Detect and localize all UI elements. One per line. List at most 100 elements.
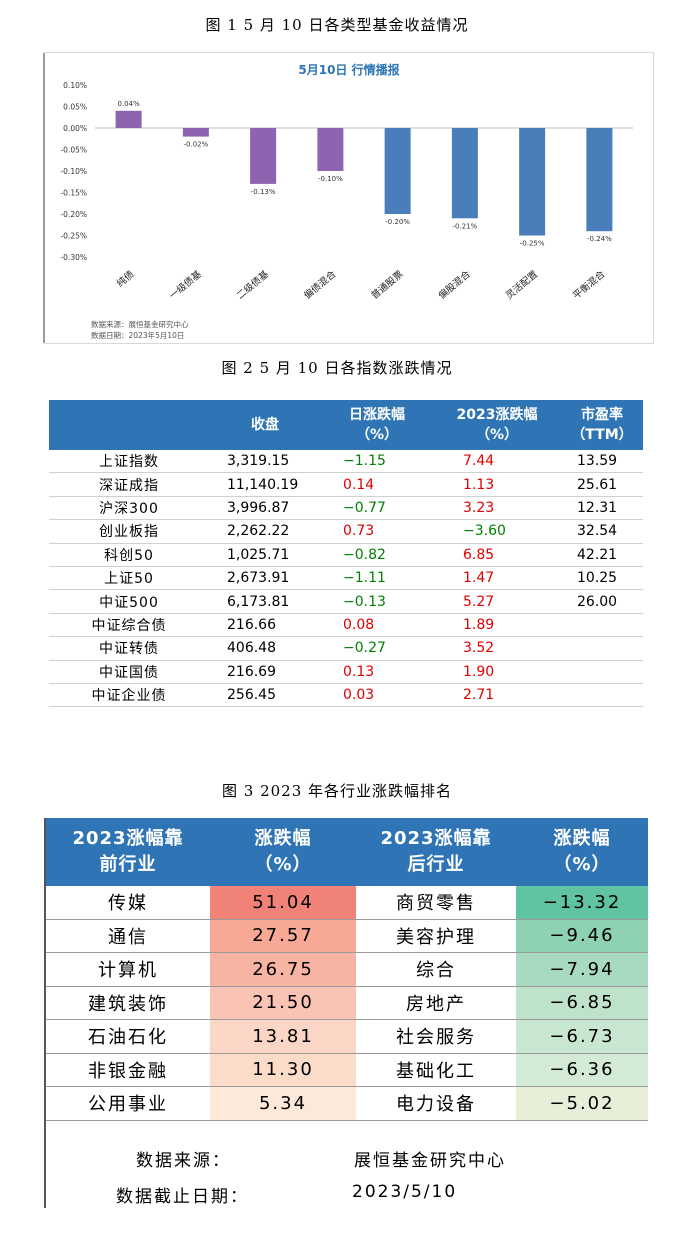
date-label: 数据截止日期：: [116, 1187, 249, 1207]
x-tick-label: 普通股票: [369, 268, 406, 302]
source-label: 数据来源：: [136, 1151, 231, 1171]
industry-change: 5.34: [210, 1086, 356, 1121]
index-value: 0.13: [321, 660, 433, 684]
index-value: 1.13: [433, 472, 561, 497]
bar: [115, 110, 142, 128]
bar: [250, 128, 277, 184]
table3-header-cell: 2023涨幅靠 后行业: [356, 818, 516, 886]
y-tick-label: -0.30%: [60, 253, 87, 262]
industry-name: 计算机: [46, 952, 210, 987]
index-value: 10.25: [561, 566, 643, 591]
index-table: 收盘 日涨跌幅 （%） 2023涨跌幅 （%） 市盈率 （TTM） 上证指数 3,319.15…: [49, 400, 643, 708]
industry-name: 公用事业: [46, 1086, 210, 1121]
bar: [586, 128, 613, 232]
industry-change: 11.30: [210, 1053, 356, 1087]
x-tick-label: 灵活配置: [503, 268, 540, 302]
y-tick-label: 0.10%: [63, 81, 87, 90]
x-tick-label: 平衡混合: [570, 268, 607, 302]
x-tick-label: 二级债基: [234, 268, 271, 302]
industry-change: −6.73: [516, 1019, 648, 1054]
index-value: 0.73: [321, 519, 433, 544]
index-value: 1.47: [433, 566, 561, 591]
table2-header-cell: 市盈率 （TTM）: [561, 400, 643, 450]
source-value: 展恒基金研究中心: [354, 1151, 506, 1171]
index-value: 0.08: [321, 613, 433, 638]
industry-name: 基础化工: [356, 1053, 516, 1087]
industry-change: −7.94: [516, 952, 648, 987]
index-value: [561, 636, 643, 661]
industry-name: 商贸零售: [356, 886, 516, 920]
table3-row: 公用事业 5.34 电力设备 −5.02: [46, 1086, 648, 1121]
table2-row: 中证国债 216.69 0.13 1.90: [49, 660, 643, 684]
index-value: [561, 660, 643, 684]
table3-header-cell: 涨跌幅 （%）: [516, 818, 648, 886]
table2-row: 沪深300 3,996.87 −0.77 3.23 12.31: [49, 496, 643, 521]
index-value: 3.23: [433, 496, 561, 521]
industry-name: 社会服务: [356, 1019, 516, 1054]
industry-change: 27.57: [210, 919, 356, 953]
index-name: 深证成指: [49, 472, 209, 497]
index-name: 中证500: [49, 589, 209, 614]
industry-name: 美容护理: [356, 919, 516, 953]
y-tick-label: -0.10%: [60, 167, 87, 176]
index-value: 256.45: [209, 683, 321, 708]
industry-name: 综合: [356, 952, 516, 987]
table2-row: 上证指数 3,319.15 −1.15 7.44 13.59: [49, 450, 643, 474]
index-name: 上证50: [49, 566, 209, 591]
industry-ranking: 2023涨幅靠 前行业 涨跌幅 （%） 2023涨幅靠 后行业 涨跌幅 （%） 传媒 51.04…: [44, 818, 648, 1208]
index-value: 216.66: [209, 613, 321, 638]
chart-left-border: [43, 53, 45, 343]
bar: [182, 128, 209, 137]
index-value: −0.82: [321, 543, 433, 567]
index-value: −0.77: [321, 496, 433, 521]
data-label: -0.02%: [183, 141, 208, 149]
table2-row: 上证50 2,673.91 −1.11 1.47 10.25: [49, 566, 643, 591]
industry-change: 21.50: [210, 986, 356, 1020]
x-tick-label: 一级债基: [167, 268, 204, 302]
bar-chart-svg: 0.10% 0.05% 0.00% -0.05% -0.10% -0.15% -0.20% -…: [60, 81, 633, 302]
industry-change: 26.75: [210, 952, 356, 987]
industry-name: 通信: [46, 919, 210, 953]
x-tick-label: 偏债混合: [301, 268, 338, 302]
table2-row: 中证企业债 256.45 0.03 2.71: [49, 683, 643, 708]
table3-row: 传媒 51.04 商贸零售 −13.32: [46, 886, 648, 920]
index-name: 创业板指: [49, 519, 209, 544]
bar: [384, 128, 411, 214]
table2-row: 深证成指 11,140.19 0.14 1.13 25.61: [49, 472, 643, 497]
industry-change: 51.04: [210, 886, 356, 920]
industry-change: 13.81: [210, 1019, 356, 1054]
index-value: 13.59: [561, 450, 643, 474]
index-value: 2.71: [433, 683, 561, 708]
ranking-left-border: [44, 818, 46, 1208]
date-value: 2023/5/10: [352, 1182, 458, 1202]
index-value: 7.44: [433, 450, 561, 474]
figure2-caption: 图 2 5 月 10 日各指数涨跌情况: [221, 359, 453, 377]
bar: [451, 128, 478, 219]
index-value: 12.31: [561, 496, 643, 521]
index-value: 3,996.87: [209, 496, 321, 521]
chart-date: 数据日期：2023年5月10日: [91, 331, 185, 340]
index-value: 3.52: [433, 636, 561, 661]
index-value: 25.61: [561, 472, 643, 497]
index-value: 11,140.19: [209, 472, 321, 497]
index-value: 32.54: [561, 519, 643, 544]
index-name: 中证转债: [49, 636, 209, 661]
table3-header-cell: 涨跌幅 （%）: [210, 818, 356, 886]
table2-row: 中证500 6,173.81 −0.13 5.27 26.00: [49, 589, 643, 614]
table2-row: 创业板指 2,262.22 0.73 −3.60 32.54: [49, 519, 643, 544]
table2-header-cell: 日涨跌幅 （%）: [321, 400, 433, 450]
index-value: −0.13: [321, 589, 433, 614]
industry-change: −9.46: [516, 919, 648, 953]
industry-change: −6.36: [516, 1053, 648, 1087]
y-tick-label: -0.25%: [60, 232, 87, 241]
table3-row: 石油石化 13.81 社会服务 −6.73: [46, 1019, 648, 1054]
x-tick-label: 偏股混合: [436, 268, 473, 302]
index-value: 42.21: [561, 543, 643, 567]
table3-row: 非银金融 11.30 基础化工 −6.36: [46, 1053, 648, 1087]
index-value: [561, 613, 643, 638]
fund-return-chart: 0.10% 0.05% 0.00% -0.05% -0.10% -0.15% -0.20% -…: [43, 52, 654, 344]
data-label: -0.25%: [520, 240, 545, 248]
table2-header-cell: [49, 400, 209, 450]
index-name: 沪深300: [49, 496, 209, 521]
data-label: 0.04%: [118, 100, 141, 108]
